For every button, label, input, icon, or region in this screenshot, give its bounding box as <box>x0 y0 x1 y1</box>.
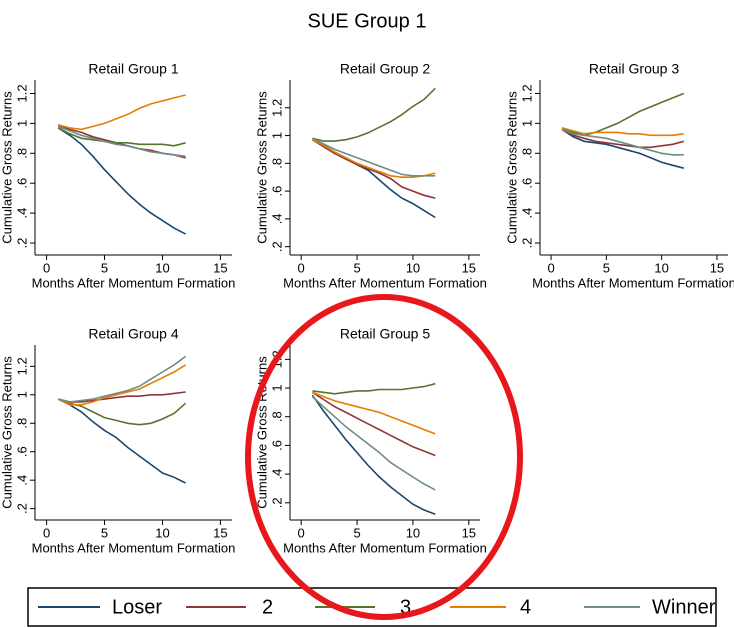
y-tick-label: 1 <box>14 120 29 127</box>
x-tick-label: 10 <box>406 525 420 540</box>
x-axis-label: Months After Momentum Formation <box>32 540 236 555</box>
y-tick-label: .4 <box>14 208 29 219</box>
series-line <box>561 127 684 137</box>
y-tick-label: .8 <box>269 158 284 169</box>
y-tick-label: .8 <box>519 148 534 159</box>
series-line <box>57 398 187 426</box>
x-tick-label: 10 <box>654 260 668 275</box>
series-line <box>312 382 436 395</box>
x-axis-label: Months After Momentum Formation <box>32 275 236 290</box>
series-line <box>561 128 684 156</box>
series-line <box>57 127 186 147</box>
y-tick-label: .4 <box>14 475 29 486</box>
y-tick-label: .2 <box>269 497 284 508</box>
figure-title: SUE Group 1 <box>308 10 427 32</box>
x-tick-label: 10 <box>155 525 169 540</box>
y-tick-label: 1.2 <box>269 99 284 117</box>
series-line <box>58 355 187 403</box>
x-tick-label: 15 <box>213 525 227 540</box>
y-tick-label: .6 <box>14 178 29 189</box>
series-line <box>58 391 186 403</box>
y-tick-label: .6 <box>269 440 284 451</box>
x-tick-label: 5 <box>353 260 360 275</box>
y-tick-label: .6 <box>14 446 29 457</box>
y-tick-label: .6 <box>269 186 284 197</box>
y-tick-label: .8 <box>269 411 284 422</box>
panel-title: Retail Group 2 <box>340 61 430 77</box>
x-tick-label: 0 <box>547 260 554 275</box>
y-tick-label: 1 <box>269 132 284 139</box>
x-tick-label: 0 <box>298 260 305 275</box>
panel-title: Retail Group 5 <box>340 326 430 342</box>
panel-title: Retail Group 1 <box>88 61 178 77</box>
y-tick-label: .2 <box>519 238 534 249</box>
legend-label: 4 <box>520 596 531 618</box>
x-axis-label: Months After Momentum Formation <box>283 540 487 555</box>
y-tick-label: .4 <box>269 469 284 480</box>
y-tick-label: 1 <box>14 391 29 398</box>
x-tick-label: 10 <box>155 260 169 275</box>
x-tick-label: 10 <box>406 260 420 275</box>
series-line <box>311 394 436 516</box>
y-axis-label: Cumulative Gross Returns <box>254 91 269 244</box>
x-tick-label: 5 <box>603 260 610 275</box>
series-line <box>311 391 436 457</box>
series-line <box>57 127 186 235</box>
series-line <box>57 94 186 131</box>
legend-label: 2 <box>262 596 273 618</box>
x-tick-label: 0 <box>43 260 50 275</box>
x-tick-label: 5 <box>353 525 360 540</box>
series-line <box>312 138 436 178</box>
series-line <box>57 398 186 484</box>
series-line <box>561 128 685 169</box>
x-axis-label: Months After Momentum Formation <box>283 275 487 290</box>
y-tick-label: 1.2 <box>14 357 29 375</box>
panel-title: Retail Group 3 <box>589 61 679 77</box>
y-tick-label: .6 <box>519 178 534 189</box>
y-tick-label: .4 <box>269 213 284 224</box>
x-tick-label: 15 <box>710 260 724 275</box>
y-tick-label: 1 <box>519 120 534 127</box>
series-line <box>57 364 187 406</box>
y-axis-label: Cumulative Gross Returns <box>0 356 14 509</box>
y-tick-label: .8 <box>14 148 29 159</box>
x-tick-label: 5 <box>101 525 108 540</box>
y-tick-label: 1.2 <box>519 84 534 102</box>
y-tick-label: .8 <box>14 418 29 429</box>
y-tick-label: 1.2 <box>14 84 29 102</box>
series-line <box>561 92 685 137</box>
legend-label: Winner <box>652 596 716 618</box>
highlight-circle <box>245 294 523 620</box>
x-tick-label: 5 <box>101 260 108 275</box>
y-tick-label: .2 <box>14 238 29 249</box>
x-tick-label: 0 <box>298 525 305 540</box>
y-tick-label: .2 <box>14 503 29 514</box>
x-axis-label: Months After Momentum Formation <box>532 275 734 290</box>
y-tick-label: .2 <box>269 241 284 252</box>
series-line <box>312 137 436 177</box>
series-line <box>312 391 436 435</box>
legend-label: 3 <box>400 596 411 618</box>
x-tick-label: 15 <box>462 525 476 540</box>
series-line <box>311 139 436 199</box>
series-line <box>57 125 186 158</box>
panel-title: Retail Group 4 <box>88 326 178 342</box>
series-line <box>311 396 436 491</box>
x-tick-label: 15 <box>213 260 227 275</box>
series-line <box>561 128 685 149</box>
legend-label: Loser <box>112 596 162 618</box>
x-tick-label: 15 <box>462 260 476 275</box>
series-line <box>312 87 436 142</box>
y-tick-label: .4 <box>519 208 534 219</box>
y-axis-label: Cumulative Gross Returns <box>0 91 14 244</box>
y-axis-label: Cumulative Gross Returns <box>504 91 519 244</box>
y-tick-label: 1 <box>269 384 284 391</box>
x-tick-label: 0 <box>43 525 50 540</box>
